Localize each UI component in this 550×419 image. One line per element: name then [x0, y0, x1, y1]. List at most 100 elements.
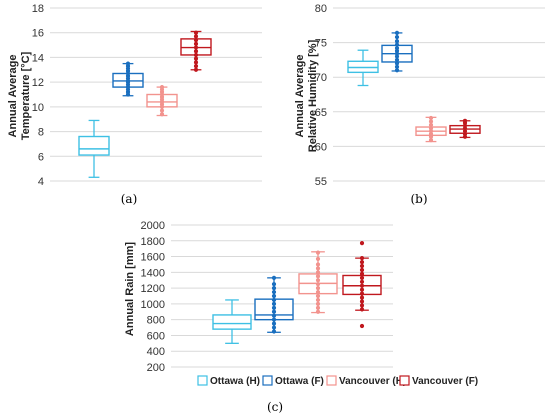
box-a-vancouver-f-point-8: [193, 38, 199, 43]
box-b-ottawa-f-point-3: [394, 57, 400, 63]
box-b-vancouver-h-point-0: [428, 138, 434, 143]
box-c-vancouver-h-point-13: [315, 256, 321, 262]
panel-label-a: (a): [121, 192, 138, 206]
box-a-vancouver-h-point-10: [159, 84, 165, 90]
y-tick-label-c-1400: 1400: [141, 267, 165, 279]
box-c-vancouver-h-point-3: [315, 297, 321, 303]
y-tick-label-a-4: 4: [38, 176, 44, 188]
box-c-vancouver-f-point-8: [359, 279, 365, 284]
box-a-vancouver-f-point-9: [193, 34, 199, 39]
y-tick-label-a-10: 10: [32, 102, 44, 114]
box-c-vancouver-h-point-1: [315, 305, 321, 310]
box-a-vancouver-h-point-1: [159, 108, 165, 113]
box-b-ottawa-f-point-8: [394, 42, 400, 47]
box-b-vancouver-f: [449, 118, 481, 139]
box-a-ottawa-h: [78, 119, 110, 178]
box-c-vancouver-h-point-0: [315, 309, 321, 314]
box-c-ottawa-f-point-7: [271, 301, 277, 306]
legend-item-vancouver-h: Vancouver (H): [326, 375, 406, 387]
box-c-ottawa-f-point-1: [271, 325, 277, 330]
y-tick-label-c-1600: 1600: [141, 252, 165, 264]
box-b-ottawa-f-point-1: [394, 64, 400, 69]
box-c-ottawa-f-point-2: [271, 321, 277, 326]
y-tick-label-c-1800: 1800: [141, 236, 165, 248]
box-a-vancouver-h-point-0: [159, 112, 165, 117]
panel-label-c: (c): [267, 400, 283, 414]
legend-key-ottawa-h: [197, 375, 208, 386]
box-c-ottawa-f: [254, 275, 294, 334]
box-a-vancouver-f: [180, 30, 212, 72]
y-axis-title-b-line-1: Annual Average: [294, 55, 306, 138]
panel-b: 55 60 65 70 75 80 Annual Average Relative Hum…: [294, 3, 545, 206]
box-a-ottawa-f-point-13: [125, 61, 131, 66]
y-tick-label-c-1200: 1200: [141, 283, 165, 295]
boxes-a: [78, 30, 212, 178]
box-c-ottawa-f-point-4: [271, 313, 277, 318]
box-c-ottawa-f-point-5: [271, 309, 277, 314]
y-tick-label-a-6: 6: [38, 151, 44, 163]
box-c-vancouver-f-point-11: [359, 267, 365, 273]
legend-label-vancouver-h: Vancouver (H): [339, 376, 406, 387]
box-c-vancouver-h-point-7: [315, 282, 321, 287]
box-b-ottawa-h: [347, 49, 379, 87]
legend-label-vancouver-f: Vancouver (F): [412, 376, 478, 387]
box-c-ottawa-f-point-13: [271, 275, 277, 280]
box-c-vancouver-f-point-4: [359, 295, 365, 300]
box-a-vancouver-f-point-1: [193, 63, 199, 69]
box-c-ottawa-f-point-8: [271, 297, 277, 303]
box-a-vancouver-f-point-0: [193, 67, 199, 72]
box-b-ottawa-f-point-11: [394, 30, 400, 36]
y-tick-label-a-18: 18: [32, 3, 44, 15]
y-axis-title-b-line-2: Relative Humidity [%]: [307, 39, 319, 152]
box-c-vancouver-h-point-10: [315, 270, 321, 275]
box-a-ottawa-h-iqr: [78, 135, 110, 156]
box-c-vancouver-f-point-13: [359, 259, 365, 265]
y-tick-label-a-12: 12: [32, 77, 44, 89]
box-a-vancouver-h: [146, 84, 178, 117]
box-c-vancouver-f-point-10: [359, 271, 365, 277]
box-b-ottawa-f: [381, 30, 413, 73]
box-c-ottawa-f-point-0: [271, 329, 277, 334]
panel-a: 4 6 8 10 12 14 16 18 Annual Average Temperature…: [7, 3, 262, 206]
box-c-vancouver-f-point-0: [359, 323, 365, 329]
legend-item-vancouver-f: Vancouver (F): [399, 375, 478, 387]
box-c-vancouver-h-point-8: [315, 278, 321, 283]
y-axis-title-a-line-1: Annual Average: [7, 55, 19, 138]
box-c-vancouver-h-point-14: [315, 250, 321, 255]
y-tick-label-c-200: 200: [147, 362, 165, 374]
box-c-vancouver-f-point-1: [359, 307, 365, 312]
box-c-ottawa-f-point-6: [271, 305, 277, 310]
box-c-vancouver-f-point-7: [359, 283, 365, 288]
y-tick-label-a-14: 14: [32, 52, 44, 64]
box-b-ottawa-f-point-0: [394, 68, 400, 73]
y-tick-label-a-16: 16: [32, 28, 44, 40]
y-tick-label-b-80: 80: [315, 3, 327, 15]
box-c-ottawa-f-point-3: [271, 317, 277, 322]
box-c-vancouver-f-point-5: [359, 291, 365, 296]
box-c-vancouver-h-point-9: [315, 274, 321, 279]
box-c-vancouver-f: [342, 241, 382, 329]
box-b-vancouver-h-point-7: [428, 115, 434, 121]
legend-key-ottawa-f: [262, 375, 273, 386]
box-c-vancouver-f-point-3: [359, 299, 365, 304]
box-c-ottawa-h-iqr: [212, 314, 252, 330]
box-c-vancouver-f-point-6: [359, 287, 365, 292]
y-ticks-c: 200 400 600 800 1000 1200 1400 1600 1800 2000: [141, 220, 165, 374]
y-tick-label-c-1000: 1000: [141, 299, 165, 311]
box-c-vancouver-h: [298, 250, 338, 314]
y-tick-label-b-75: 75: [315, 38, 327, 50]
y-tick-label-c-400: 400: [147, 346, 165, 358]
box-a-vancouver-f-point-3: [193, 56, 199, 61]
y-ticks-a: 4 6 8 10 12 14 16 18: [32, 3, 44, 188]
box-c-vancouver-h-point-5: [315, 289, 321, 295]
legend: Ottawa (H) Ottawa (F) Vancouver (H) Vanc…: [197, 375, 478, 387]
box-b-vancouver-h-point-4: [428, 126, 434, 131]
box-b-vancouver-h: [415, 115, 447, 143]
box-b-ottawa-f-point-7: [394, 46, 400, 51]
box-b-ottawa-f-point-10: [394, 34, 400, 40]
box-c-vancouver-f-point-9: [359, 275, 365, 280]
legend-label-ottawa-f: Ottawa (F): [275, 376, 324, 387]
box-b-vancouver-h-point-6: [428, 119, 434, 124]
box-c-vancouver-h-point-2: [315, 301, 321, 306]
